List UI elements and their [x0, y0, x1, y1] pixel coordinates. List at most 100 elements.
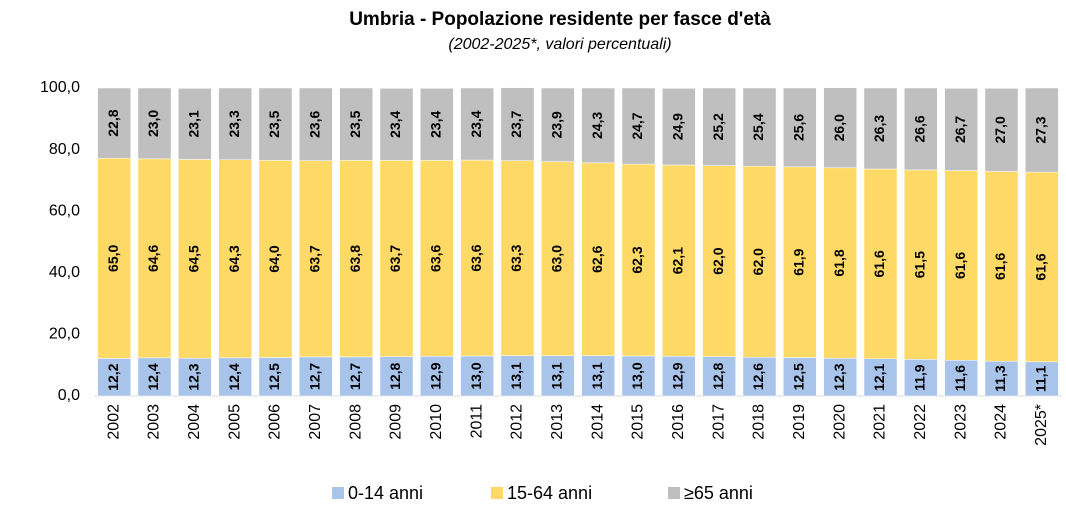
chart-subtitle: (2002-2025*, valori percentuali) — [448, 36, 671, 53]
value-label: 26,6 — [912, 115, 928, 142]
bar-segment — [420, 88, 454, 161]
bar-segment — [258, 357, 293, 397]
value-label: 62,0 — [750, 248, 766, 275]
bar-segment — [460, 159, 494, 357]
x-tick-label: 2018 — [751, 404, 768, 440]
chart-title: Umbria - Popolazione residente per fasce… — [349, 9, 771, 30]
x-tick-label: 2013 — [549, 404, 566, 440]
bar-segment — [1025, 361, 1059, 397]
bar-segment — [823, 167, 857, 359]
value-label: 61,9 — [791, 248, 807, 275]
value-label: 12,3 — [186, 363, 202, 390]
value-label: 12,4 — [226, 363, 242, 390]
bar-segment — [702, 87, 736, 166]
value-label: 62,0 — [710, 247, 726, 274]
value-label: 13,1 — [508, 362, 524, 389]
legend-label: 15-64 anni — [507, 483, 592, 503]
x-tick-label: 2015 — [630, 404, 647, 440]
value-label: 26,0 — [831, 114, 847, 141]
x-tick-label: 2009 — [388, 404, 405, 440]
bar-segment — [541, 87, 575, 162]
bar-segment — [97, 87, 131, 159]
value-label: 63,7 — [387, 245, 403, 272]
bar-segment — [299, 356, 333, 397]
x-tick-label: 2007 — [307, 404, 324, 440]
value-label: 63,6 — [428, 244, 444, 271]
legend-label: ≥65 anni — [684, 483, 753, 503]
bar-segment — [783, 166, 817, 358]
bar-segment — [742, 87, 777, 167]
value-label: 23,5 — [266, 110, 282, 137]
value-label: 22,8 — [105, 109, 121, 136]
bar-segment — [218, 357, 252, 397]
value-label: 23,7 — [508, 110, 524, 137]
bar-segment — [823, 357, 857, 397]
value-label: 23,4 — [387, 111, 403, 138]
value-label: 23,4 — [468, 110, 484, 137]
bar-segment — [137, 158, 172, 359]
x-tick-label: 2005 — [226, 404, 243, 440]
bar-segment — [823, 87, 857, 169]
bar-segment — [97, 358, 131, 397]
legend-swatch — [668, 487, 680, 499]
value-label: 61,5 — [912, 251, 928, 278]
legend-swatch — [332, 487, 344, 499]
x-tick-label: 2025* — [1033, 404, 1050, 446]
value-label: 12,4 — [145, 363, 161, 390]
value-label: 12,5 — [266, 363, 282, 390]
bar-segment — [379, 88, 414, 161]
value-label: 65,0 — [105, 244, 121, 271]
value-label: 23,1 — [186, 110, 202, 137]
bar-segment — [944, 88, 978, 171]
x-tick-label: 2017 — [710, 404, 727, 440]
x-tick-label: 2006 — [267, 404, 284, 440]
bar-segment — [500, 160, 535, 356]
bar-segment — [863, 358, 898, 397]
bar-segment — [97, 157, 131, 359]
bar-segment — [178, 159, 212, 359]
bar-segment — [1025, 87, 1059, 173]
bar-segment — [742, 356, 777, 397]
bar-segment — [621, 355, 656, 397]
value-label: 12,9 — [428, 362, 444, 389]
x-tick-label: 2024 — [993, 404, 1010, 440]
value-label: 63,7 — [307, 245, 323, 272]
bar-segment — [984, 360, 1019, 397]
value-label: 63,3 — [508, 244, 524, 271]
bar-segment — [258, 160, 293, 358]
value-label: 64,0 — [266, 245, 282, 272]
bar-segment — [944, 170, 978, 361]
legend-swatch — [491, 487, 503, 499]
value-label: 61,8 — [831, 249, 847, 276]
value-label: 23,5 — [347, 110, 363, 137]
value-label: 25,6 — [791, 114, 807, 141]
bar-segment — [904, 87, 938, 171]
value-label: 64,6 — [145, 244, 161, 271]
bar-segment — [621, 87, 656, 165]
value-label: 12,8 — [387, 362, 403, 389]
bar-segment — [702, 165, 736, 357]
bar-segment — [339, 87, 373, 161]
value-label: 12,6 — [750, 363, 766, 390]
bar-segment — [904, 169, 938, 360]
bar-segment — [420, 160, 454, 357]
value-label: 23,4 — [428, 111, 444, 138]
value-label: 12,3 — [831, 363, 847, 390]
value-label: 13,0 — [629, 362, 645, 389]
bar-segment — [662, 164, 696, 357]
value-label: 24,7 — [629, 112, 645, 139]
bar-segment — [904, 359, 938, 397]
x-tick-label: 2014 — [589, 404, 606, 440]
bar-segment — [662, 88, 696, 166]
bar-segment — [137, 87, 172, 160]
bar-segment — [783, 87, 817, 168]
value-label: 27,3 — [1033, 116, 1049, 143]
bar-segment — [500, 87, 535, 161]
bar-segment — [984, 171, 1019, 362]
value-label: 12,5 — [791, 363, 807, 390]
value-label: 63,8 — [347, 245, 363, 272]
value-label: 23,3 — [226, 110, 242, 137]
bar-segment — [379, 160, 414, 357]
bar-segment — [460, 355, 494, 397]
